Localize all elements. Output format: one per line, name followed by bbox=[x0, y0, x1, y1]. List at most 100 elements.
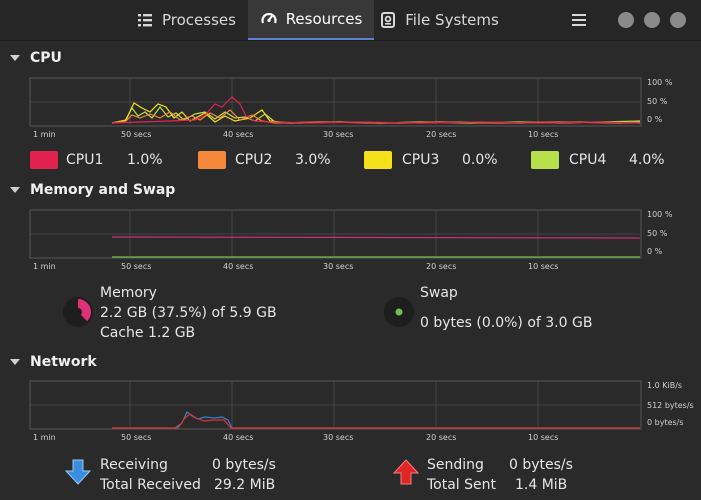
swap-pie-fill bbox=[395, 308, 403, 316]
tab-resources-label: Resources bbox=[285, 10, 363, 28]
memory-graph-frame bbox=[29, 209, 642, 259]
network-receive-line bbox=[112, 411, 640, 429]
collapse-triangle-icon[interactable] bbox=[10, 55, 20, 61]
sending-label: Sending bbox=[427, 457, 484, 473]
cpu-section-header[interactable]: CPU bbox=[10, 50, 62, 66]
net-x-tick: 1 min bbox=[33, 433, 56, 442]
cpu4-value: 4.0% bbox=[629, 152, 665, 168]
collapse-triangle-icon[interactable] bbox=[10, 359, 20, 365]
total-received-value: 29.2 MiB bbox=[214, 477, 276, 493]
mem-x-tick: 10 secs bbox=[528, 262, 558, 271]
cpu-y-tick-50: 50 % bbox=[647, 97, 668, 106]
header-bar: Processes Resources File Systems bbox=[0, 0, 701, 41]
cpu3-color-swatch[interactable] bbox=[364, 151, 392, 169]
cpu-x-ticks: 1 min 50 secs 40 secs 30 secs 20 secs 10… bbox=[33, 130, 558, 139]
network-section-header[interactable]: Network bbox=[10, 354, 97, 370]
cpu4-line bbox=[111, 106, 641, 124]
cpu-y-tick-0: 0 % bbox=[647, 115, 663, 124]
memory-graph-vgrid bbox=[129, 210, 539, 258]
cpu3-line bbox=[111, 102, 641, 124]
mem-y-tick-0: 0 % bbox=[647, 247, 663, 256]
swap-label: Swap bbox=[420, 285, 458, 301]
cpu3-value: 0.0% bbox=[462, 152, 498, 168]
network-graph-frame bbox=[29, 380, 642, 430]
close-button[interactable] bbox=[670, 12, 686, 28]
download-arrow-icon[interactable] bbox=[64, 458, 92, 486]
cpu-graph: 100 % 50 % 0 % 1 min 50 secs 40 secs 30 … bbox=[29, 77, 673, 139]
cpu-x-tick: 1 min bbox=[33, 130, 56, 139]
network-graph-vgrid bbox=[129, 381, 539, 429]
list-icon bbox=[138, 14, 153, 27]
cpu2-color-swatch[interactable] bbox=[198, 151, 226, 169]
swap-pie-icon[interactable] bbox=[383, 296, 415, 328]
memory-cache-text: Cache 1.2 GB bbox=[100, 325, 196, 341]
memory-usage-line bbox=[111, 236, 641, 239]
cpu4-label: CPU4 bbox=[569, 152, 607, 168]
net-x-tick: 50 secs bbox=[121, 433, 151, 442]
tab-processes-label: Processes bbox=[162, 11, 236, 29]
receiving-label: Receiving bbox=[100, 457, 168, 473]
mem-x-ticks: 1 min 50 secs 40 secs 30 secs 20 secs 10… bbox=[33, 262, 558, 271]
cpu-graph-lines bbox=[111, 96, 641, 124]
mem-x-tick: 40 secs bbox=[223, 262, 253, 271]
total-sent-value: 1.4 MiB bbox=[515, 477, 568, 493]
sending-value: 0 bytes/s bbox=[509, 457, 573, 473]
cpu-x-tick: 10 secs bbox=[528, 130, 558, 139]
hamburger-menu-icon[interactable] bbox=[569, 10, 589, 30]
net-y-tick-max: 1.0 KiB/s bbox=[647, 381, 682, 390]
cpu1-label: CPU1 bbox=[66, 152, 104, 168]
mem-x-tick: 50 secs bbox=[121, 262, 151, 271]
cpu-x-tick: 50 secs bbox=[121, 130, 151, 139]
receiving-value: 0 bytes/s bbox=[212, 457, 276, 473]
cpu2-value: 3.0% bbox=[295, 152, 331, 168]
cpu2-label: CPU2 bbox=[235, 152, 273, 168]
swap-usage-text: 0 bytes (0.0%) of 3.0 GB bbox=[420, 315, 593, 331]
gauge-icon bbox=[261, 12, 277, 24]
cpu-section-title: CPU bbox=[30, 50, 62, 66]
memory-section-header[interactable]: Memory and Swap bbox=[10, 182, 175, 198]
cpu-x-tick: 20 secs bbox=[426, 130, 456, 139]
maximize-button[interactable] bbox=[644, 12, 660, 28]
tab-resources[interactable]: Resources bbox=[248, 0, 374, 40]
mem-x-tick: 30 secs bbox=[323, 262, 353, 271]
cpu-x-tick: 30 secs bbox=[323, 130, 353, 139]
collapse-triangle-icon[interactable] bbox=[10, 187, 20, 193]
tab-file-systems-label: File Systems bbox=[405, 11, 499, 29]
memory-usage-text: 2.2 GB (37.5%) of 5.9 GB bbox=[100, 305, 277, 321]
cpu1-line bbox=[111, 96, 641, 124]
net-y-tick-mid: 512 bytes/s bbox=[647, 401, 694, 410]
cpu1-color-swatch[interactable] bbox=[30, 151, 58, 169]
mem-y-tick-100: 100 % bbox=[647, 210, 673, 219]
mem-y-tick-50: 50 % bbox=[647, 229, 668, 238]
tab-processes[interactable]: Processes bbox=[124, 0, 248, 40]
network-graph: 1.0 KiB/s 512 bytes/s 0 bytes/s 1 min 50… bbox=[29, 380, 694, 442]
minimize-button[interactable] bbox=[618, 12, 634, 28]
net-x-tick: 10 secs bbox=[528, 433, 558, 442]
cpu-graph-vgrid bbox=[129, 78, 539, 126]
network-section-title: Network bbox=[30, 354, 97, 370]
net-x-tick: 30 secs bbox=[323, 433, 353, 442]
cpu-y-tick-100: 100 % bbox=[647, 78, 673, 87]
upload-arrow-icon[interactable] bbox=[392, 458, 420, 486]
net-x-tick: 40 secs bbox=[223, 433, 253, 442]
net-x-ticks: 1 min 50 secs 40 secs 30 secs 20 secs 10… bbox=[33, 433, 558, 442]
cpu-graph-frame bbox=[29, 77, 642, 127]
total-sent-label: Total Sent bbox=[427, 477, 497, 493]
memory-label: Memory bbox=[100, 285, 157, 301]
cpu2-line bbox=[111, 109, 641, 124]
mem-x-tick: 20 secs bbox=[426, 262, 456, 271]
network-send-line bbox=[112, 413, 640, 429]
net-y-tick-0: 0 bytes/s bbox=[647, 418, 684, 427]
total-received-label: Total Received bbox=[100, 477, 201, 493]
cpu3-label: CPU3 bbox=[402, 152, 440, 168]
memory-section-title: Memory and Swap bbox=[30, 182, 176, 198]
memory-graph: 100 % 50 % 0 % 1 min 50 secs 40 secs 30 … bbox=[29, 209, 673, 271]
net-x-tick: 20 secs bbox=[426, 433, 456, 442]
memory-pie-icon[interactable] bbox=[62, 296, 94, 328]
memory-pie-fill bbox=[78, 299, 91, 322]
tab-file-systems[interactable]: File Systems bbox=[374, 0, 504, 40]
cpu1-value: 1.0% bbox=[127, 152, 163, 168]
disk-icon bbox=[381, 12, 396, 28]
cpu4-color-swatch[interactable] bbox=[531, 151, 559, 169]
